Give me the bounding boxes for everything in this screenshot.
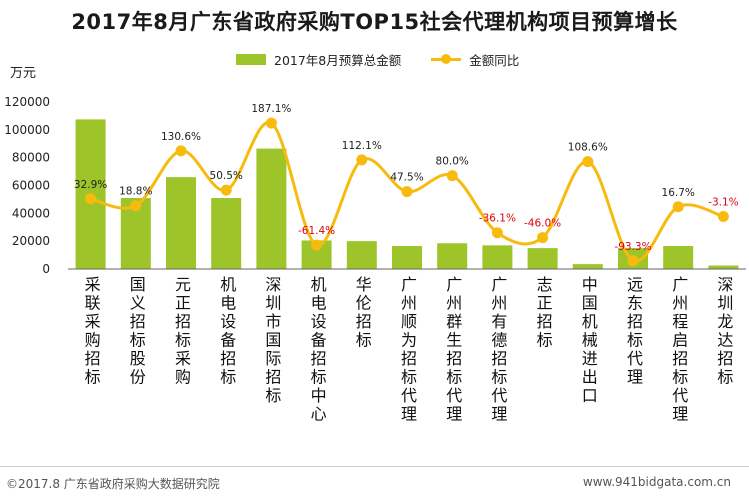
- legend-line-swatch: [431, 53, 462, 65]
- bar: [392, 246, 422, 269]
- x-category-label: 国义招标股份: [130, 275, 146, 387]
- x-category-label: 深圳龙达招标: [717, 275, 733, 387]
- growth-label: 16.7%: [662, 187, 695, 199]
- growth-label: 18.8%: [119, 186, 152, 198]
- growth-label: 80.0%: [436, 156, 469, 168]
- growth-marker: [265, 117, 277, 129]
- growth-marker: [717, 210, 729, 222]
- bar: [211, 198, 242, 269]
- chart-legend: 2017年8月预算总金额 金额同比: [236, 49, 519, 69]
- growth-label: -36.1%: [479, 213, 516, 225]
- growth-marker: [85, 193, 97, 205]
- growth-label: 32.9%: [74, 179, 107, 191]
- x-category-label: 元正招标采购: [175, 275, 191, 387]
- y-tick-label: 80000: [12, 151, 50, 165]
- bar: [437, 243, 468, 269]
- bar: [663, 246, 694, 269]
- bar: [256, 148, 287, 269]
- x-category-label: 采联采购招标: [85, 275, 101, 387]
- growth-marker: [582, 156, 594, 168]
- growth-marker: [491, 227, 503, 239]
- legend-bar-swatch: [236, 53, 266, 65]
- x-category-label: 广州有德招标代理: [491, 275, 507, 424]
- x-category-label: 机电设备招标中心: [311, 275, 327, 424]
- growth-label: 187.1%: [251, 103, 291, 115]
- growth-marker: [537, 232, 549, 244]
- x-category-label: 华伦招标: [356, 275, 372, 350]
- x-category-label: 广州群生招标代理: [446, 275, 462, 424]
- growth-label: -46.0%: [524, 218, 561, 230]
- legend-bar-label: 2017年8月预算总金额: [274, 52, 402, 68]
- bar: [346, 241, 377, 269]
- y-tick-label: 100000: [4, 123, 50, 137]
- growth-label: 130.6%: [161, 131, 201, 143]
- y-tick-label: 120000: [4, 95, 50, 109]
- growth-marker: [356, 154, 368, 166]
- y-tick-label: 20000: [12, 234, 50, 248]
- chart-plot: 0 20000 40000 60000 80000 100000 120000 32.9% 18…: [4, 95, 746, 424]
- footer-copyright: ©2017.8 广东省政府采购大数据研究院: [6, 477, 220, 491]
- growth-marker: [311, 239, 323, 251]
- growth-marker: [220, 184, 232, 196]
- x-category-label: 广州程启招标代理: [672, 275, 688, 424]
- legend-line-label: 金额同比: [469, 52, 520, 68]
- growth-marker: [672, 201, 684, 213]
- growth-marker: [175, 145, 187, 157]
- growth-marker: [401, 186, 413, 198]
- bar: [482, 245, 513, 269]
- x-category-label: 志正招标: [537, 275, 553, 350]
- legend-line-marker: [441, 54, 452, 64]
- growth-label: 112.1%: [342, 140, 382, 152]
- y-tick-label: 0: [42, 262, 50, 276]
- bar: [527, 248, 558, 269]
- growth-label: -93.3%: [614, 241, 651, 253]
- growth-label: 50.5%: [210, 170, 243, 182]
- y-tick-label: 60000: [12, 179, 50, 193]
- bar: [166, 177, 196, 269]
- x-category-label: 广州顺为招标代理: [401, 275, 417, 424]
- footer-website: www.941bidgata.com.cn: [582, 475, 731, 489]
- y-axis-unit-label: 万元: [10, 66, 37, 81]
- growth-marker: [627, 255, 639, 267]
- bar: [572, 264, 603, 269]
- footer-divider: [0, 466, 749, 467]
- x-category-label: 中国机械进出口: [582, 275, 598, 405]
- growth-marker: [130, 200, 142, 212]
- x-category-label: 远东招标代理: [627, 275, 643, 387]
- x-category-label: 机电设备招标: [220, 275, 236, 387]
- growth-marker: [446, 170, 458, 182]
- growth-label: 108.6%: [568, 142, 608, 154]
- chart-title: 2017年8月广东省政府采购TOP15社会代理机构项目预算增长: [71, 10, 678, 34]
- growth-label: -3.1%: [708, 196, 738, 208]
- growth-label: -61.4%: [298, 225, 335, 237]
- bar: [708, 265, 739, 269]
- x-category-label: 深圳市国际招标: [265, 275, 281, 405]
- growth-label: 47.5%: [390, 172, 423, 184]
- y-tick-label: 40000: [12, 206, 50, 220]
